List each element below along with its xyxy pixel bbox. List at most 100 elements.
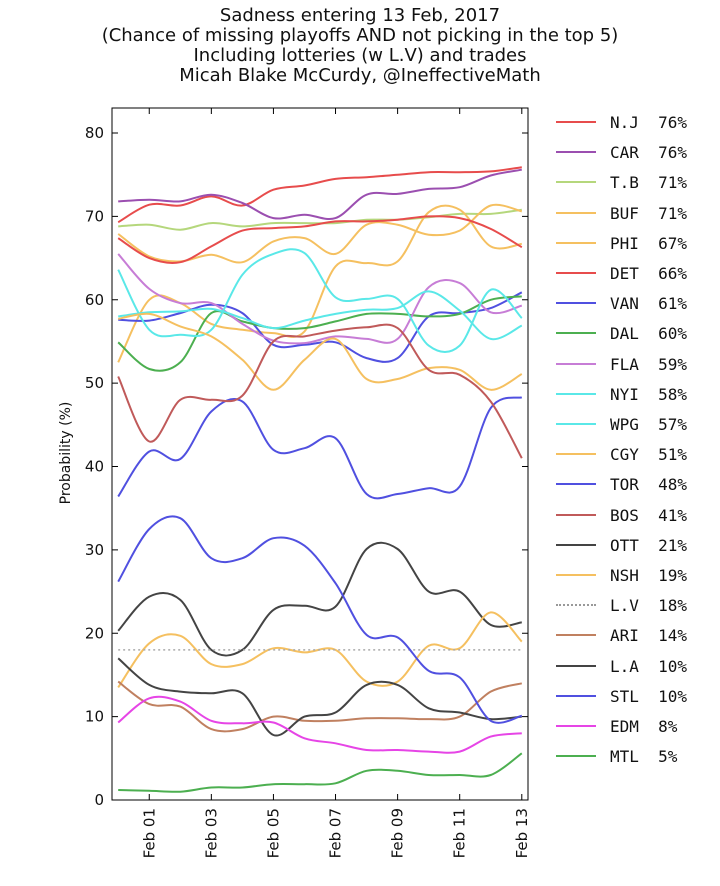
series-line-dal: [117, 295, 522, 372]
x-tick-label: Feb 09: [389, 808, 407, 858]
series-line-mtl: [118, 752, 523, 793]
legend-label: STL 10%: [610, 686, 688, 706]
legend-label: ARI 14%: [610, 626, 688, 646]
chart-title: Sadness entering 13 Feb, 2017 (Chance of…: [0, 6, 720, 86]
series-line-det: [117, 215, 523, 264]
series-line-wpg: [118, 290, 523, 341]
legend-swatch: [556, 362, 596, 365]
series-line-ari: [117, 680, 523, 733]
x-tick-label: Feb 07: [327, 808, 345, 858]
y-tick-label: 80: [85, 124, 104, 142]
series-line-ott: [117, 541, 522, 657]
legend-label: WPG 57%: [610, 415, 688, 434]
legend-label: PHI 67%: [610, 233, 688, 253]
legend-item: DAL 60%: [556, 323, 716, 343]
legend-label: BOS 41%: [610, 505, 688, 525]
chart-title-line-3: Including lotteries (w L.V) and trades: [193, 45, 527, 66]
legend-item: DET 66%: [556, 263, 716, 283]
legend-label: L.V 18%: [610, 596, 688, 616]
legend-swatch: [556, 543, 596, 546]
series-line-fla: [117, 253, 523, 345]
y-tick-label: 60: [85, 291, 104, 309]
legend-label: TOR 48%: [610, 475, 688, 495]
x-tick-label: Feb 03: [202, 808, 220, 858]
chart-title-line-4: Micah Blake McCurdy, @IneffectiveMath: [179, 65, 541, 86]
legend-label: FLA 59%: [610, 354, 688, 374]
y-tick-label: 50: [85, 374, 104, 392]
legend-item: WPG 57%: [556, 414, 716, 434]
legend-item: L.A 10%: [556, 656, 716, 676]
legend-label: DET 66%: [610, 264, 688, 283]
legend-label: EDM 8%: [610, 717, 678, 736]
legend-swatch: [556, 453, 596, 456]
y-tick-label: 30: [85, 541, 104, 559]
legend-item: EDM 8%: [556, 716, 716, 736]
legend-label: N.J 76%: [610, 113, 688, 132]
x-tick-label: Feb 13: [513, 808, 531, 858]
legend-item: OTT 21%: [556, 535, 716, 555]
legend-item: VAN 61%: [556, 293, 716, 313]
series-line-nyi: [117, 248, 523, 354]
legend-label: OTT 21%: [610, 535, 688, 555]
chart-title-line-1: Sadness entering 13 Feb, 2017: [219, 5, 501, 26]
legend-swatch: [556, 423, 596, 425]
legend-label: VAN 61%: [610, 294, 688, 314]
series-line-car: [118, 168, 522, 220]
legend-item: CGY 51%: [556, 444, 716, 464]
x-tick-label: Feb 11: [451, 808, 469, 858]
legend-swatch: [556, 664, 596, 667]
legend-swatch: [556, 392, 596, 395]
y-tick-label: 10: [85, 708, 104, 726]
legend-swatch: [556, 302, 596, 305]
legend-label: NSH 19%: [610, 566, 688, 585]
legend-item: MTL 5%: [556, 746, 716, 766]
y-tick-label: 40: [85, 458, 104, 476]
legend-swatch: [556, 694, 596, 697]
legend-item: T.B 71%: [556, 172, 716, 192]
y-tick-label: 70: [85, 207, 104, 225]
legend-item: NYI 58%: [556, 384, 716, 404]
legend-swatch: [556, 725, 596, 727]
legend-swatch: [556, 513, 596, 516]
legend-swatch: [556, 272, 596, 274]
legend-label: NYI 58%: [610, 384, 688, 404]
legend-swatch: [556, 574, 596, 576]
legend-item: PHI 67%: [556, 233, 716, 253]
series-line-bos: [117, 323, 523, 459]
legend-item: N.J 76%: [556, 112, 716, 132]
series-line-edm: [117, 695, 522, 754]
series-line-stl: [117, 515, 523, 724]
legend-swatch: [556, 151, 596, 154]
legend-swatch: [556, 181, 596, 184]
legend-label: MTL 5%: [610, 747, 678, 767]
plot-frame: [111, 107, 529, 801]
legend-swatch: [556, 604, 596, 607]
legend-item: STL 10%: [556, 686, 716, 706]
legend-item: L.V 18%: [556, 595, 716, 615]
series-line-tor: [117, 396, 523, 500]
legend-swatch: [556, 755, 596, 758]
chart-title-line-2: (Chance of missing playoffs AND not pick…: [101, 25, 619, 46]
legend-swatch: [556, 634, 596, 637]
legend-swatch: [556, 483, 596, 486]
x-tick-label: Feb 05: [264, 808, 282, 858]
legend-item: ARI 14%: [556, 625, 716, 645]
legend-item: BUF 71%: [556, 203, 716, 223]
legend-swatch: [556, 332, 596, 335]
legend-item: FLA 59%: [556, 354, 716, 374]
legend-label: L.A 10%: [610, 656, 688, 676]
legend-swatch: [556, 211, 596, 214]
legend-swatch: [556, 241, 596, 244]
y-tick-label: 0: [94, 791, 104, 809]
legend-label: T.B 71%: [610, 173, 688, 193]
series-line-tb: [118, 208, 522, 231]
legend-label: CAR 76%: [610, 143, 688, 163]
series-line-nj: [117, 166, 522, 224]
legend-swatch: [556, 121, 596, 123]
legend-item: NSH 19%: [556, 565, 716, 585]
series-line-la: [117, 657, 522, 737]
legend-item: CAR 76%: [556, 142, 716, 162]
legend-item: TOR 48%: [556, 474, 716, 494]
series-line-van: [118, 291, 523, 363]
